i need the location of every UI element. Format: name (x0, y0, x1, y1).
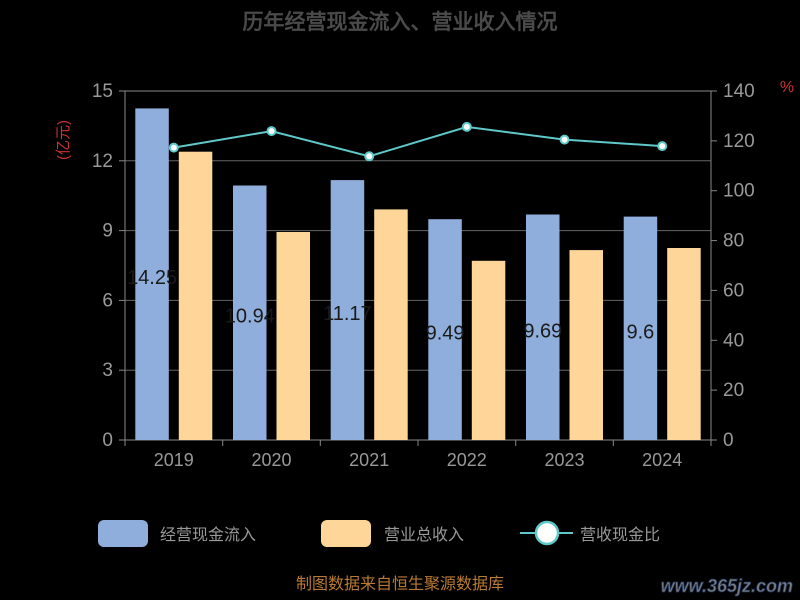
svg-text:www.365jz.com: www.365jz.com (661, 576, 793, 596)
svg-text:3: 3 (102, 360, 113, 381)
svg-text:2022: 2022 (447, 450, 487, 470)
svg-text:80: 80 (723, 231, 744, 252)
svg-text:经营现金流入: 经营现金流入 (160, 526, 256, 544)
svg-text:营业总收入: 营业总收入 (384, 526, 464, 544)
svg-text:100: 100 (723, 181, 755, 202)
svg-text:2021: 2021 (349, 450, 389, 470)
svg-text:2020: 2020 (251, 450, 291, 470)
svg-text:2019: 2019 (154, 450, 194, 470)
svg-text:120: 120 (723, 131, 755, 152)
svg-text:20: 20 (723, 380, 744, 401)
svg-text:40: 40 (723, 330, 744, 351)
svg-text:9.49: 9.49 (426, 323, 465, 345)
svg-text:(亿元): (亿元) (55, 120, 72, 160)
svg-text:15: 15 (92, 81, 113, 102)
svg-text:14.25: 14.25 (127, 267, 177, 289)
svg-text:60: 60 (723, 280, 744, 301)
svg-text:营收现金比: 营收现金比 (580, 526, 660, 544)
svg-text:6: 6 (102, 290, 113, 311)
svg-text:历年经营现金流入、营业收入情况: 历年经营现金流入、营业收入情况 (243, 10, 558, 34)
svg-text:9.69: 9.69 (523, 320, 562, 342)
svg-text:2024: 2024 (642, 450, 682, 470)
svg-text:11.17: 11.17 (323, 303, 372, 325)
svg-text:10.94: 10.94 (225, 306, 275, 328)
svg-text:制图数据来自恒生聚源数据库: 制图数据来自恒生聚源数据库 (296, 575, 504, 593)
svg-text:12: 12 (92, 151, 113, 172)
svg-text:9.6: 9.6 (626, 321, 654, 343)
svg-text:2023: 2023 (544, 450, 584, 470)
svg-text:0: 0 (102, 430, 113, 451)
svg-text:9: 9 (102, 221, 113, 242)
svg-text:140: 140 (723, 81, 755, 102)
svg-text:0: 0 (723, 430, 734, 451)
svg-text:%: % (780, 79, 794, 96)
